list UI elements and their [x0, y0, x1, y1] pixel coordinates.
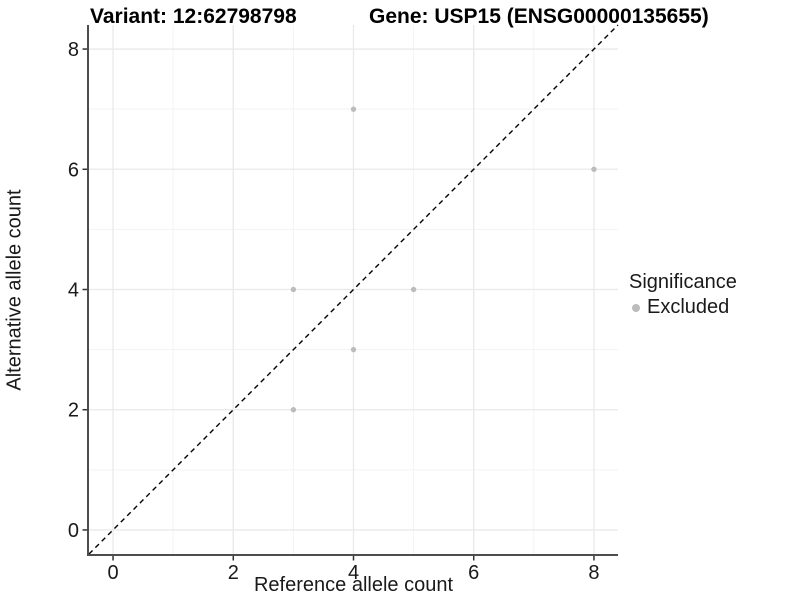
legend-entry-excluded: Excluded — [629, 296, 737, 319]
x-tick-label: 6 — [468, 562, 479, 584]
y-axis-label: Alternative allele count — [3, 189, 26, 391]
data-point — [410, 286, 417, 293]
y-tick-label: 2 — [68, 400, 79, 422]
legend-entry-label: Excluded — [647, 296, 730, 318]
data-point — [290, 286, 297, 293]
x-tick-label: 8 — [588, 562, 599, 584]
data-point — [591, 166, 597, 172]
y-tick-label: 0 — [68, 520, 79, 542]
legend: Significance Excluded — [629, 271, 737, 319]
legend-point-icon — [632, 303, 640, 312]
x-tick-label: 4 — [348, 562, 359, 584]
plot-title-gene: Gene: USP15 (ENSG00000135655) — [369, 5, 709, 28]
y-tick-label: 4 — [68, 280, 79, 302]
y-tick-label: 6 — [68, 159, 79, 181]
legend-title: Significance — [629, 271, 737, 293]
data-point — [290, 407, 297, 413]
data-point — [350, 106, 357, 112]
x-tick-label: 2 — [228, 562, 239, 584]
x-axis-label: Reference allele count — [253, 574, 453, 596]
identity-dashed-line — [88, 24, 619, 555]
data-point — [350, 346, 357, 353]
y-tick-label: 8 — [68, 39, 79, 61]
x-tick-label: 0 — [107, 562, 118, 584]
plot-title-variant: Variant: 12:62798798 — [90, 5, 297, 28]
